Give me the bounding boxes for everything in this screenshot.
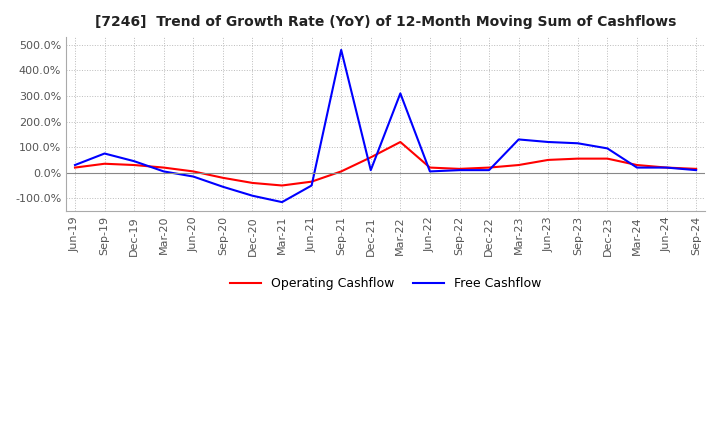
- Operating Cashflow: [130, 162, 138, 168]
- Free Cashflow: [603, 146, 612, 151]
- Operating Cashflow: [189, 169, 197, 174]
- Free Cashflow: [248, 193, 257, 198]
- Operating Cashflow: [100, 161, 109, 166]
- Legend: Operating Cashflow, Free Cashflow: Operating Cashflow, Free Cashflow: [225, 272, 546, 295]
- Free Cashflow: [574, 141, 582, 146]
- Free Cashflow: [159, 169, 168, 174]
- Title: [7246]  Trend of Growth Rate (YoY) of 12-Month Moving Sum of Cashflows: [7246] Trend of Growth Rate (YoY) of 12-…: [95, 15, 676, 29]
- Free Cashflow: [71, 162, 79, 168]
- Operating Cashflow: [248, 180, 257, 186]
- Operating Cashflow: [544, 157, 552, 162]
- Operating Cashflow: [455, 166, 464, 172]
- Operating Cashflow: [426, 165, 434, 170]
- Free Cashflow: [426, 169, 434, 174]
- Free Cashflow: [692, 168, 701, 173]
- Operating Cashflow: [337, 169, 346, 174]
- Line: Operating Cashflow: Operating Cashflow: [75, 142, 696, 186]
- Operating Cashflow: [366, 155, 375, 160]
- Operating Cashflow: [278, 183, 287, 188]
- Line: Free Cashflow: Free Cashflow: [75, 50, 696, 202]
- Operating Cashflow: [692, 166, 701, 172]
- Free Cashflow: [514, 137, 523, 142]
- Operating Cashflow: [307, 179, 316, 184]
- Operating Cashflow: [485, 165, 493, 170]
- Free Cashflow: [662, 165, 671, 170]
- Free Cashflow: [485, 168, 493, 173]
- Operating Cashflow: [633, 162, 642, 168]
- Operating Cashflow: [219, 175, 228, 180]
- Operating Cashflow: [396, 139, 405, 145]
- Free Cashflow: [544, 139, 552, 145]
- Free Cashflow: [337, 47, 346, 52]
- Free Cashflow: [100, 151, 109, 156]
- Free Cashflow: [278, 199, 287, 205]
- Free Cashflow: [307, 183, 316, 188]
- Operating Cashflow: [71, 165, 79, 170]
- Free Cashflow: [130, 158, 138, 164]
- Free Cashflow: [455, 168, 464, 173]
- Free Cashflow: [366, 168, 375, 173]
- Operating Cashflow: [574, 156, 582, 161]
- Operating Cashflow: [603, 156, 612, 161]
- Free Cashflow: [189, 174, 197, 179]
- Operating Cashflow: [662, 165, 671, 170]
- Free Cashflow: [396, 91, 405, 96]
- Operating Cashflow: [514, 162, 523, 168]
- Free Cashflow: [219, 184, 228, 189]
- Operating Cashflow: [159, 165, 168, 170]
- Free Cashflow: [633, 165, 642, 170]
